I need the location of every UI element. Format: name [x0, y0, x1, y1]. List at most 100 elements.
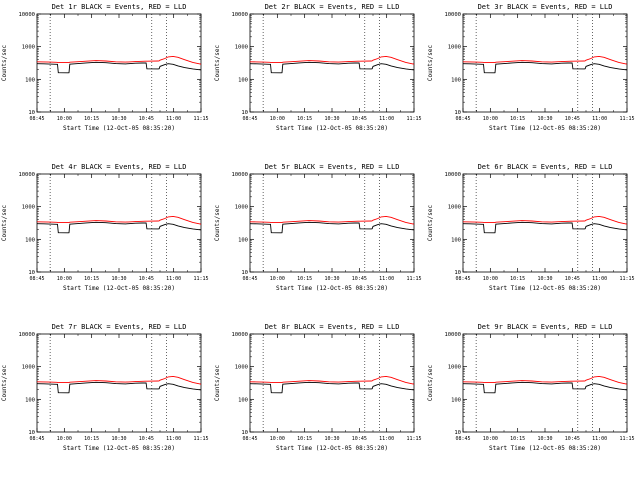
y-tick-label: 10000 — [18, 332, 35, 338]
x-tick-label: 10:30 — [537, 436, 552, 442]
x-tick-label: 10:00 — [483, 436, 498, 442]
x-tick-label: 10:45 — [565, 436, 580, 442]
y-axis-title: Counts/sec — [427, 45, 434, 82]
x-tick-label: 10:00 — [270, 436, 285, 442]
x-tick-label: 10:30 — [537, 276, 552, 282]
x-tick-label: 08:45 — [242, 276, 257, 282]
panel-title: Det 3r BLACK = Events, RED = LLD — [478, 3, 613, 11]
y-axis-title: Counts/sec — [1, 45, 8, 82]
x-tick-label: 10:30 — [111, 436, 126, 442]
y-tick-label: 1000 — [235, 205, 248, 211]
y-tick-label: 10 — [454, 430, 461, 436]
x-tick-label: 11:00 — [379, 276, 394, 282]
x-tick-label: 10:45 — [139, 276, 154, 282]
y-tick-label: 100 — [451, 237, 461, 243]
chart-panel-det-1r: Det 1r BLACK = Events, RED = LLD 10 100 100… — [0, 0, 213, 160]
x-tick-label: 11:15 — [193, 276, 208, 282]
series-events-line — [36, 381, 202, 394]
x-tick-label: 08:45 — [455, 116, 470, 122]
y-tick-label: 10000 — [231, 172, 248, 178]
plot-det-9r: Det 9r BLACK = Events, RED = LLD 10 100 100… — [427, 323, 635, 452]
x-tick-label: 10:00 — [483, 116, 498, 122]
x-tick-label: 11:15 — [619, 276, 634, 282]
x-tick-label: 11:15 — [406, 116, 421, 122]
x-tick-label: 10:30 — [111, 276, 126, 282]
y-tick-label: 100 — [25, 77, 35, 83]
y-tick-label: 10 — [28, 110, 35, 116]
x-tick-label: 11:00 — [592, 116, 607, 122]
y-tick-label: 100 — [451, 397, 461, 403]
series-lld-line — [462, 215, 628, 225]
y-tick-label: 1000 — [235, 365, 248, 371]
y-tick-label: 10000 — [18, 12, 35, 18]
plot-det-8r: Det 8r BLACK = Events, RED = LLD 10 100 100… — [214, 323, 422, 452]
x-tick-label: 11:00 — [166, 116, 181, 122]
plot-det-7r: Det 7r BLACK = Events, RED = LLD 10 100 100… — [1, 323, 209, 452]
x-tick-label: 11:00 — [166, 436, 181, 442]
x-axis-title: Start Time (12-Oct-05 08:35:20) — [489, 285, 601, 292]
chart-panel-det-8r: Det 8r BLACK = Events, RED = LLD 10 100 100… — [213, 320, 426, 480]
y-tick-label: 100 — [451, 77, 461, 83]
plot-frame — [462, 173, 628, 273]
plot-frame — [249, 333, 415, 433]
x-tick-label: 08:45 — [455, 436, 470, 442]
chart-panel-det-2r: Det 2r BLACK = Events, RED = LLD 10 100 100… — [213, 0, 426, 160]
x-tick-label: 10:15 — [510, 436, 525, 442]
x-tick-label: 10:00 — [57, 276, 72, 282]
y-tick-label: 10000 — [444, 332, 461, 338]
x-tick-label: 10:15 — [510, 276, 525, 282]
x-tick-label: 10:15 — [84, 436, 99, 442]
x-axis-title: Start Time (12-Oct-05 08:35:20) — [276, 125, 388, 132]
series-events-line — [36, 221, 202, 234]
x-tick-label: 10:45 — [352, 276, 367, 282]
x-axis-title: Start Time (12-Oct-05 08:35:20) — [63, 125, 175, 132]
plot-det-4r: Det 4r BLACK = Events, RED = LLD 10 100 100… — [1, 163, 209, 292]
y-tick-label: 10 — [28, 430, 35, 436]
plot-det-3r: Det 3r BLACK = Events, RED = LLD 10 100 100… — [427, 3, 635, 132]
plot-frame — [462, 13, 628, 113]
plot-frame — [249, 13, 415, 113]
series-events-line — [249, 61, 415, 74]
y-tick-label: 100 — [25, 237, 35, 243]
x-tick-label: 10:45 — [139, 116, 154, 122]
x-tick-label: 11:15 — [406, 436, 421, 442]
panel-title: Det 5r BLACK = Events, RED = LLD — [265, 163, 400, 171]
x-tick-label: 11:00 — [379, 116, 394, 122]
y-tick-label: 10 — [28, 270, 35, 276]
x-tick-label: 10:30 — [537, 116, 552, 122]
panel-title: Det 9r BLACK = Events, RED = LLD — [478, 323, 613, 331]
series-events-line — [249, 381, 415, 394]
series-lld-line — [462, 55, 628, 65]
panel-title: Det 4r BLACK = Events, RED = LLD — [52, 163, 187, 171]
chart-panel-det-7r: Det 7r BLACK = Events, RED = LLD 10 100 100… — [0, 320, 213, 480]
x-tick-label: 10:15 — [84, 116, 99, 122]
x-tick-label: 10:15 — [297, 276, 312, 282]
x-tick-label: 11:15 — [193, 116, 208, 122]
x-tick-label: 10:00 — [57, 436, 72, 442]
y-tick-label: 10000 — [18, 172, 35, 178]
x-tick-label: 08:45 — [242, 116, 257, 122]
x-axis-title: Start Time (12-Oct-05 08:35:20) — [276, 445, 388, 452]
y-axis-title: Counts/sec — [214, 205, 221, 242]
x-tick-label: 10:00 — [483, 276, 498, 282]
panel-title: Det 8r BLACK = Events, RED = LLD — [265, 323, 400, 331]
x-tick-label: 10:45 — [565, 276, 580, 282]
x-tick-label: 10:45 — [565, 116, 580, 122]
x-tick-label: 10:15 — [510, 116, 525, 122]
plot-frame — [36, 13, 202, 113]
series-events-line — [462, 381, 628, 394]
x-tick-label: 11:00 — [592, 276, 607, 282]
y-axis-title: Counts/sec — [1, 205, 8, 242]
y-tick-label: 10000 — [231, 332, 248, 338]
x-tick-label: 11:15 — [619, 436, 634, 442]
y-axis-title: Counts/sec — [427, 365, 434, 402]
plot-det-6r: Det 6r BLACK = Events, RED = LLD 10 100 100… — [427, 163, 635, 292]
x-tick-label: 10:30 — [111, 116, 126, 122]
chart-panel-det-4r: Det 4r BLACK = Events, RED = LLD 10 100 100… — [0, 160, 213, 320]
x-tick-label: 08:45 — [29, 276, 44, 282]
x-tick-label: 10:15 — [297, 116, 312, 122]
x-tick-label: 10:30 — [324, 116, 339, 122]
x-axis-title: Start Time (12-Oct-05 08:35:20) — [489, 445, 601, 452]
y-tick-label: 10 — [241, 270, 248, 276]
